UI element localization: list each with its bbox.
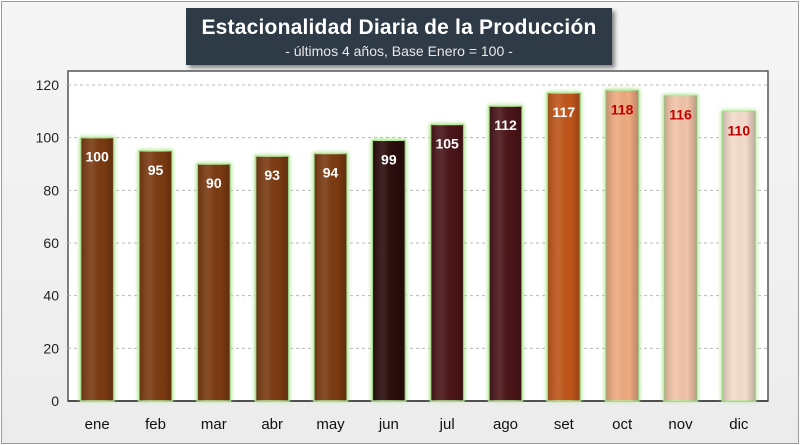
data-label: 90 — [206, 175, 222, 191]
data-label: 95 — [148, 162, 164, 178]
data-label: 116 — [669, 107, 692, 123]
x-tick-label: oct — [612, 416, 633, 433]
y-tick-label: 40 — [43, 288, 59, 304]
chart-title-box: Estacionalidad Diaria de la Producción -… — [186, 8, 612, 65]
x-tick-label: may — [316, 416, 345, 433]
y-tick-label: 120 — [36, 77, 60, 93]
data-label: 94 — [323, 164, 339, 180]
x-tick-label: ene — [85, 416, 110, 433]
x-tick-label: nov — [668, 416, 693, 433]
data-label: 93 — [264, 167, 280, 183]
bar-shading — [80, 137, 114, 401]
y-tick-label: 60 — [43, 235, 59, 251]
x-tick-label: abr — [261, 416, 283, 433]
bar-shading — [664, 95, 697, 402]
bar-shading — [255, 156, 289, 401]
bar-shading — [372, 140, 406, 402]
data-label: 118 — [611, 101, 634, 117]
x-tick-label: mar — [201, 416, 227, 433]
bar-shading — [547, 92, 581, 402]
y-tick-label: 0 — [51, 393, 59, 409]
data-label: 110 — [728, 122, 751, 138]
y-tick-label: 20 — [43, 340, 59, 356]
bar-shading — [314, 153, 347, 401]
bar-shading — [489, 106, 522, 402]
data-label: 117 — [553, 104, 576, 120]
chart-title: Estacionalidad Diaria de la Producción — [201, 16, 597, 39]
plot-area — [67, 70, 769, 402]
x-tick-label: set — [554, 416, 575, 433]
bar-shading — [139, 150, 172, 401]
data-label: 99 — [381, 151, 397, 167]
data-label: 100 — [85, 149, 109, 165]
x-tick-label: jun — [378, 416, 399, 433]
data-label: 112 — [494, 117, 517, 133]
chart-subtitle: - últimos 4 años, Base Enero = 100 - — [285, 43, 513, 59]
bar-shading — [197, 164, 231, 401]
bar-shading — [722, 111, 756, 401]
x-tick-label: jul — [439, 416, 455, 433]
x-tick-label: ago — [493, 416, 518, 433]
y-tick-label: 80 — [43, 182, 59, 198]
x-tick-label: feb — [145, 416, 166, 433]
x-tick-label: dic — [729, 416, 749, 433]
bar-shading — [430, 124, 464, 401]
bar-shading — [605, 90, 639, 402]
y-tick-label: 100 — [36, 130, 60, 146]
data-label: 105 — [435, 136, 459, 152]
